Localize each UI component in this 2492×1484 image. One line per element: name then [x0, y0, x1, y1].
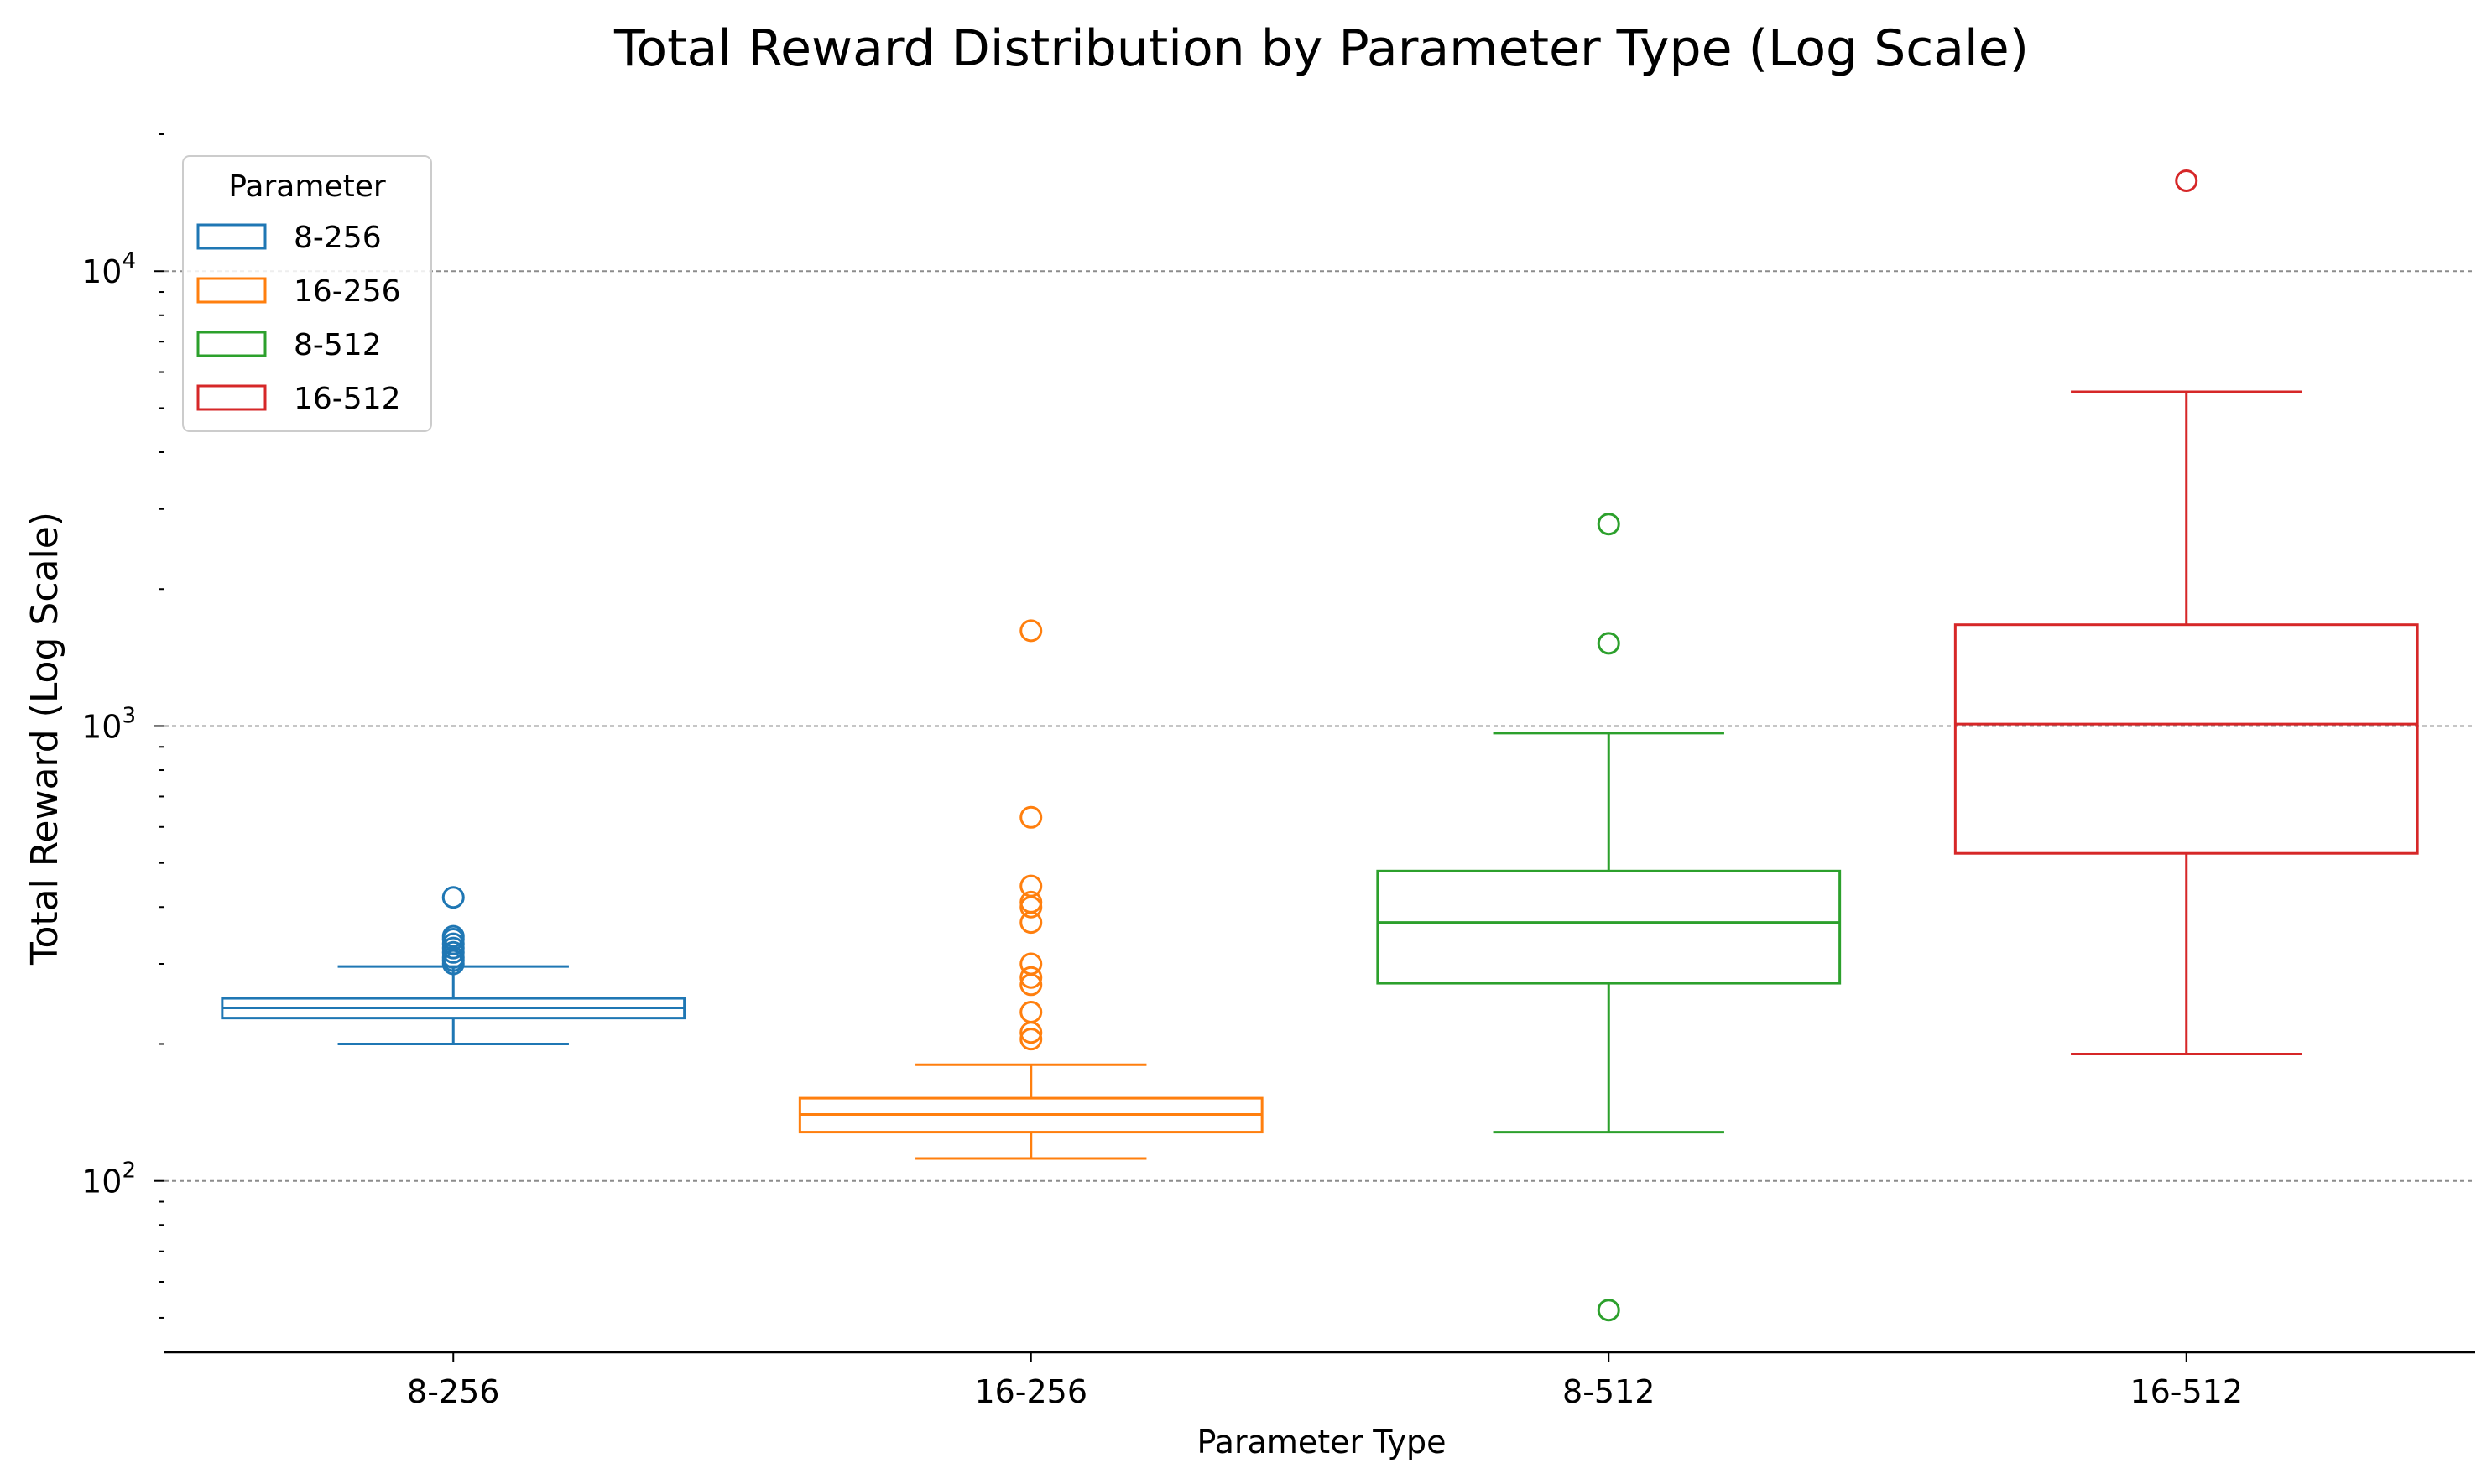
outlier-point	[1597, 632, 1620, 655]
outlier-point	[1019, 952, 1043, 976]
outlier-point	[1019, 874, 1043, 898]
legend-label: 8-256	[294, 221, 382, 255]
y-tick-label: 102	[81, 1159, 136, 1200]
y-axis-label: Total Reward (Log Scale)	[23, 512, 66, 966]
outlier-point	[1019, 966, 1043, 989]
legend-swatch	[196, 223, 267, 250]
y-tick-exponent: 4	[122, 248, 136, 273]
y-tick-exponent: 2	[122, 1159, 136, 1184]
outlier-point	[441, 924, 465, 948]
legend-item-16-256: 16-256	[196, 274, 401, 309]
box-8-256	[221, 886, 686, 1045]
box-8-512	[1376, 513, 1842, 1322]
outlier-point	[1597, 1299, 1620, 1322]
legend-item-8-256: 8-256	[196, 221, 382, 255]
outlier-point	[1019, 890, 1043, 914]
legend-label: 16-512	[294, 382, 401, 416]
y-ticks: 102 103 104	[81, 133, 164, 1319]
legend-label: 8-512	[294, 328, 382, 362]
outlier-point	[1019, 1001, 1043, 1024]
box-16-256	[798, 619, 1264, 1160]
y-tick-label: 104	[81, 248, 136, 290]
outlier-point	[1019, 805, 1043, 829]
x-tick-label: 16-256	[974, 1373, 1087, 1410]
legend-swatch	[196, 331, 267, 357]
x-tick-label: 16-512	[2130, 1373, 2243, 1410]
outlier-point	[441, 886, 465, 909]
outlier-point	[1019, 619, 1043, 643]
grid-lines	[164, 270, 2475, 1182]
legend-label: 16-256	[294, 274, 401, 309]
outlier-point	[1019, 895, 1043, 919]
legend: Parameter 8-256 16-256 8-512 16-512	[182, 155, 432, 432]
x-tick-label: 8-512	[1562, 1373, 1655, 1410]
chart-title: Total Reward Distribution by Parameter T…	[613, 19, 2029, 78]
box-16-512	[1953, 169, 2419, 1056]
boxes	[221, 169, 2419, 1322]
legend-item-16-512: 16-512	[196, 382, 401, 416]
x-axis-label: Parameter Type	[1196, 1424, 1446, 1461]
outlier-point	[1019, 1028, 1043, 1051]
outlier-point	[1597, 513, 1620, 536]
iqr-box	[1953, 623, 2419, 855]
y-tick-label: 103	[81, 703, 136, 745]
x-tick-label: 8-256	[407, 1373, 499, 1410]
y-tick-exponent: 3	[122, 703, 136, 728]
x-ticks: 8-256 16-256 8-512 16-512	[407, 1352, 2243, 1410]
legend-swatch	[196, 384, 267, 411]
iqr-box	[1376, 869, 1842, 985]
legend-swatch	[196, 277, 267, 304]
legend-title: Parameter	[228, 169, 385, 204]
legend-item-8-512: 8-512	[196, 328, 382, 362]
outlier-point	[2175, 169, 2198, 193]
